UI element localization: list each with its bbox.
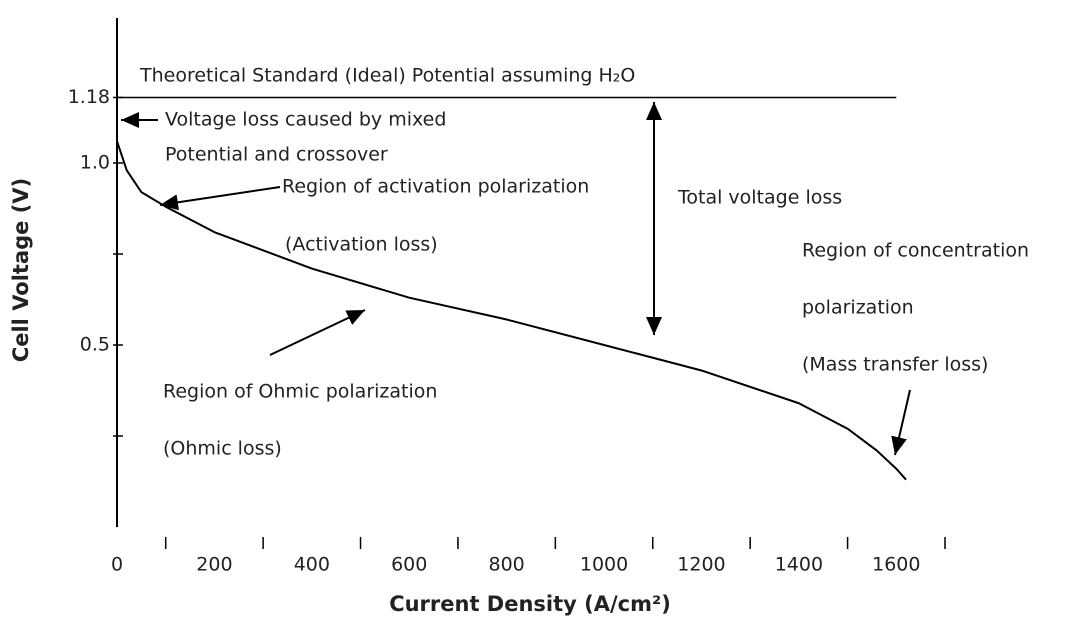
- y-tick-label: 0.5: [80, 334, 110, 356]
- y-tick-label: 1.0: [80, 152, 110, 174]
- x-tick-label: 200: [196, 554, 232, 576]
- x-tick-label: 800: [489, 554, 525, 576]
- x-tick-label: 600: [391, 554, 427, 576]
- arrow: [891, 389, 911, 456]
- x-tick-label: 1000: [580, 554, 628, 576]
- annotation: Voltage loss caused by mixed: [165, 109, 446, 131]
- annotation: Region of Ohmic polarization: [163, 381, 437, 403]
- annotation: Region of activation polarization: [282, 176, 589, 198]
- x-axis-label: Current Density (A/cm²): [389, 592, 671, 616]
- annotation: (Ohmic loss): [163, 438, 282, 460]
- arrow: [159, 186, 281, 211]
- chart-title: Theoretical Standard (Ideal) Potential a…: [139, 65, 635, 87]
- annotation: Region of concentration: [802, 240, 1029, 262]
- arrow: [269, 309, 366, 356]
- annotation: (Activation loss): [285, 234, 438, 256]
- x-tick-label: 1200: [677, 554, 725, 576]
- arrows: [121, 102, 911, 456]
- y-tick-label: 1.18: [68, 86, 110, 108]
- y-axis-label: Cell Voltage (V): [9, 178, 33, 362]
- x-tick-label: 0: [111, 554, 123, 576]
- annotation: Total voltage loss: [677, 187, 842, 209]
- annotation: polarization: [802, 297, 914, 319]
- x-tick-label: 1600: [872, 554, 920, 576]
- x-tick-label: 1400: [775, 554, 823, 576]
- x-tick-label: 400: [294, 554, 330, 576]
- data-line: [116, 140, 907, 481]
- annotation: Potential and crossover: [165, 144, 388, 166]
- annotation: (Mass transfer loss): [802, 354, 988, 376]
